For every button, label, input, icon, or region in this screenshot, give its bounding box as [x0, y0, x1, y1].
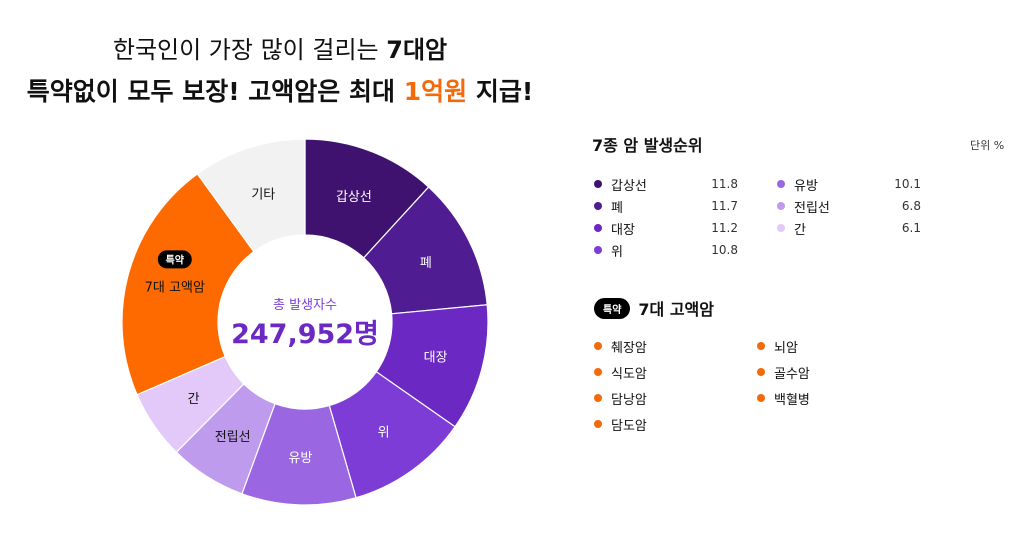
legend-item: 위 — [594, 240, 623, 260]
headline-line2-suffix: 지급! — [467, 77, 534, 106]
high-cost-dot — [757, 368, 765, 376]
slice-label: 갑상선 — [336, 190, 372, 205]
legend-label: 폐 — [611, 200, 623, 216]
legend-label: 대장 — [611, 222, 635, 238]
center-label: 총 발생자수 — [273, 298, 337, 313]
slice-label: 간 — [188, 392, 200, 407]
legend-value: 11.2 — [711, 221, 738, 235]
legend-value: 10.1 — [894, 177, 921, 191]
rider-badge: 특약 — [594, 297, 631, 319]
legend-item: 대장 — [594, 218, 635, 238]
slice-label: 위 — [378, 426, 390, 441]
slice-label: 7대 고액암 — [145, 280, 205, 295]
headline-line1-prefix: 한국인이 가장 많이 걸리는 — [112, 36, 387, 64]
legend-dot — [594, 246, 602, 254]
headline-line2-highlight: 1억원 — [403, 77, 468, 106]
rank-panel-title: 7종 암 발생순위 — [592, 136, 703, 155]
legend-item: 갑상선 — [594, 174, 647, 194]
legend-item: 폐 — [594, 196, 623, 216]
legend-value: 11.7 — [711, 199, 738, 213]
legend-dot — [594, 202, 602, 210]
legend-label: 위 — [611, 244, 623, 260]
slice-8 — [196, 138, 306, 253]
slice-badge: 특약 — [166, 253, 185, 266]
high-cost-item: 식도암 — [594, 362, 647, 382]
legend-value: 6.1 — [901, 221, 921, 235]
slice-label: 기타 — [251, 188, 275, 203]
high-cost-item: 뇌암 — [757, 336, 798, 356]
high-cost-label: 담도암 — [611, 418, 647, 434]
high-cost-dot — [757, 342, 765, 350]
high-cost-label: 골수암 — [774, 366, 810, 382]
headline-line2-prefix: 특약없이 모두 보장! 고액암은 최대 — [26, 77, 404, 106]
center-value: 247,952명 — [231, 319, 379, 350]
legend-dot — [777, 180, 785, 188]
high-cost-label: 뇌암 — [774, 340, 798, 356]
headline-line1: 한국인이 가장 많이 걸리는 7대암 — [0, 30, 560, 65]
legend-item: 전립선 — [777, 196, 830, 216]
legend-dot — [777, 224, 785, 232]
high-cost-item: 백혈병 — [757, 388, 810, 408]
legend-label: 갑상선 — [611, 178, 647, 194]
headline-line1-bold: 7대암 — [386, 36, 448, 64]
legend-dot — [594, 224, 602, 232]
high-cost-dot — [594, 342, 602, 350]
legend-dot — [777, 202, 785, 210]
legend-label: 유방 — [794, 178, 818, 194]
high-cost-label: 담낭암 — [611, 392, 647, 408]
legend-item: 간 — [777, 218, 806, 238]
high-cost-dot — [757, 394, 765, 402]
high-cost-dot — [594, 368, 602, 376]
legend-dot — [594, 180, 602, 188]
slice-label: 전립선 — [215, 430, 251, 445]
legend-value: 10.8 — [711, 243, 738, 257]
slice-badge-bg — [157, 250, 192, 269]
legend-item: 유방 — [777, 174, 818, 194]
high-cost-title: 7대 고액암 — [638, 300, 714, 319]
rank-panel-unit: 단위 % — [970, 139, 1005, 152]
slice-label: 대장 — [424, 350, 448, 365]
slice-7 — [121, 173, 255, 396]
high-cost-item: 췌장암 — [594, 336, 647, 356]
legend-value: 6.8 — [901, 199, 921, 213]
high-cost-header: 특약 7대 고액암 — [594, 296, 714, 320]
high-cost-dot — [594, 394, 602, 402]
slice-label: 폐 — [420, 256, 432, 271]
legend-value: 11.8 — [711, 177, 738, 191]
high-cost-label: 백혈병 — [774, 392, 810, 408]
high-cost-item: 골수암 — [757, 362, 810, 382]
high-cost-dot — [594, 420, 602, 428]
high-cost-label: 식도암 — [611, 366, 647, 382]
high-cost-item: 담도암 — [594, 414, 647, 434]
high-cost-label: 췌장암 — [611, 340, 647, 356]
legend-label: 간 — [794, 222, 806, 238]
legend-label: 전립선 — [794, 200, 830, 216]
headline-line2: 특약없이 모두 보장! 고액암은 최대 1억원 지급! — [0, 72, 560, 108]
slice-label: 유방 — [288, 451, 312, 466]
high-cost-item: 담낭암 — [594, 388, 647, 408]
